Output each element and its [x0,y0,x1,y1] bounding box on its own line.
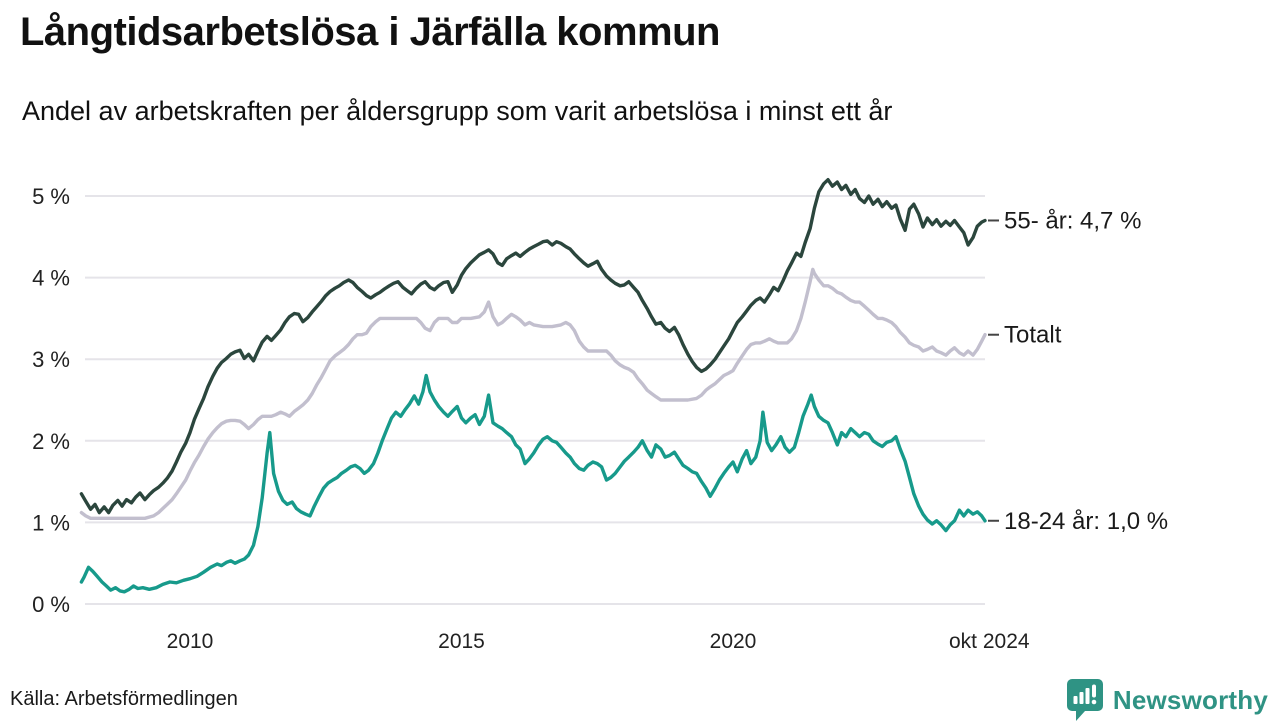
series-end-label: 18-24 år: 1,0 % [1004,508,1168,535]
x-axis-tick-label: 2010 [167,630,214,653]
y-axis-tick-label: 5 % [32,184,70,209]
source-note: Källa: Arbetsförmedlingen [10,688,238,710]
page-title: Långtidsarbetslösa i Järfälla kommun [20,10,721,54]
y-axis-tick-label: 2 % [32,429,70,454]
y-axis-tick-label: 3 % [32,347,70,372]
series-line-totalt [79,267,987,520]
y-axis-tick-label: 1 % [32,510,70,535]
series-end-label: Totalt [1004,322,1062,349]
x-axis-tick-label: okt 2024 [949,630,1030,653]
newsworthy-icon [1066,679,1103,721]
newsworthy-logo: Newsworthy [1066,678,1268,722]
series-end-label: 55- år: 4,7 % [1004,207,1141,234]
x-axis-tick-label: 2020 [710,630,757,653]
series-line-55-r [79,178,987,515]
x-axis-tick-label: 2015 [438,630,485,653]
y-axis-tick-label: 4 % [32,266,70,291]
series-line-18-24-r [79,373,987,594]
y-axis-tick-label: 0 % [32,592,70,617]
newsworthy-wordmark: Newsworthy [1112,684,1268,715]
chart-subtitle: Andel av arbetskraften per åldersgrupp s… [22,96,893,126]
line-chart: 0 % 1 % 2 % 3 % 4 % 5 % 2010 2015 2020 okt 2024 55… [32,178,1168,653]
